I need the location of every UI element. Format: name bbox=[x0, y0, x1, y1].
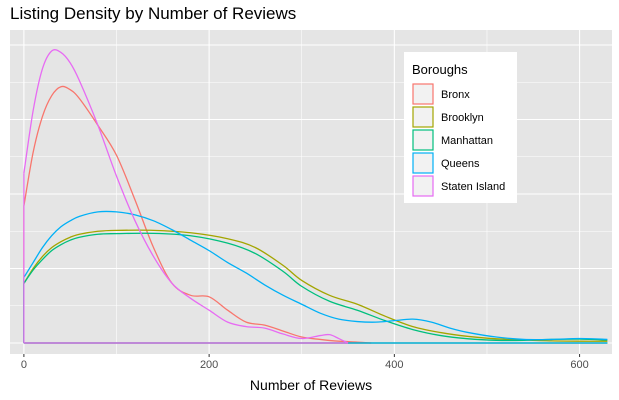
legend-item-brooklyn: Brooklyn bbox=[412, 106, 484, 128]
x-axis-ticks: 0 200 400 600 bbox=[21, 354, 589, 371]
x-tick-label: 400 bbox=[385, 359, 403, 371]
legend-label-queens: Queens bbox=[441, 158, 480, 170]
plot-panel bbox=[10, 30, 612, 354]
series-queens-curve bbox=[23, 210, 608, 341]
series-staten-island bbox=[23, 49, 349, 344]
legend-title: Boroughs bbox=[412, 62, 468, 77]
x-tick-label: 0 bbox=[21, 359, 27, 371]
legend-label-manhattan: Manhattan bbox=[441, 135, 493, 147]
series-brooklyn-curve bbox=[23, 229, 608, 342]
x-tick-label: 200 bbox=[200, 359, 218, 371]
legend-key-manhattan bbox=[412, 129, 434, 151]
legend-key-bronx bbox=[412, 83, 434, 105]
legend-key-staten-island bbox=[412, 175, 434, 197]
legend-label-staten-island: Staten Island bbox=[441, 181, 505, 193]
legend-key-queens bbox=[412, 152, 434, 174]
series-layer bbox=[23, 49, 608, 344]
series-staten-island-curve bbox=[23, 49, 349, 344]
legend-key-brooklyn bbox=[412, 106, 434, 128]
legend: Boroughs Bronx Brooklyn Manhattan Queens Sta… bbox=[404, 52, 517, 203]
legend-item-queens: Queens bbox=[412, 152, 480, 174]
legend-item-staten-island: Staten Island bbox=[412, 175, 505, 197]
legend-items: Bronx Brooklyn Manhattan Queens Staten Islan… bbox=[412, 83, 505, 197]
x-axis-title: Number of Reviews bbox=[250, 377, 372, 393]
series-manhattan-curve bbox=[23, 232, 608, 342]
legend-item-bronx: Bronx bbox=[412, 83, 470, 105]
legend-label-bronx: Bronx bbox=[441, 89, 470, 101]
x-tick-label: 600 bbox=[570, 359, 588, 371]
legend-item-manhattan: Manhattan bbox=[412, 129, 493, 151]
chart-title: Listing Density by Number of Reviews bbox=[10, 4, 297, 23]
legend-label-brooklyn: Brooklyn bbox=[441, 112, 484, 124]
